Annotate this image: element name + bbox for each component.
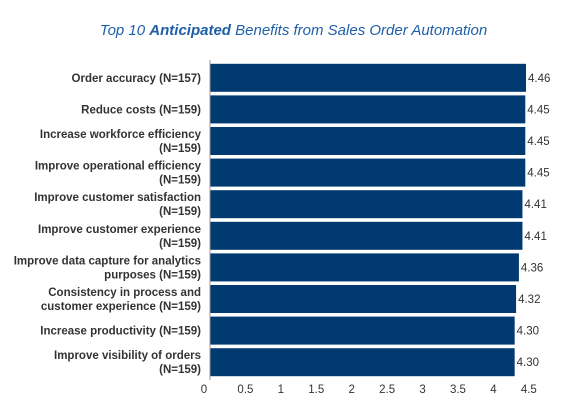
bar — [210, 63, 526, 92]
value-label: 4.30 — [517, 357, 539, 369]
value-label: 4.45 — [527, 136, 549, 148]
value-label: 4.32 — [518, 294, 540, 306]
x-tick-label: 4.5 — [521, 384, 537, 396]
category-label: Consistency in process and customer exper… — [41, 287, 201, 313]
bar — [210, 190, 523, 219]
x-tick-label: 1.5 — [308, 384, 324, 396]
bar — [210, 95, 526, 124]
value-label: 4.46 — [528, 73, 550, 85]
chart-title-emphasis: Anticipated — [149, 22, 231, 39]
x-tick-label: 3 — [419, 384, 425, 396]
category-label: Reduce costs (N=159) — [81, 104, 201, 116]
category-label: Improve operational efficiency (N=159) — [35, 161, 202, 187]
bar — [210, 221, 523, 250]
bar — [210, 127, 526, 155]
bar — [210, 253, 519, 282]
bar — [210, 158, 526, 187]
x-tick-label: 4 — [490, 384, 497, 396]
value-label: 4.41 — [524, 231, 546, 243]
bar — [210, 316, 515, 345]
x-tick-label: 0 — [201, 384, 207, 396]
x-tick-label: 2.5 — [379, 384, 395, 396]
bar — [210, 348, 515, 377]
category-label: Improve customer satisfaction (N=159) — [34, 192, 201, 218]
value-label: 4.36 — [521, 262, 543, 274]
bar — [210, 285, 517, 313]
chart-title: Top 10 Anticipated Benefits from Sales O… — [0, 22, 587, 39]
category-label: Improve customer experience (N=159) — [38, 224, 201, 250]
x-tick-label: 1 — [278, 384, 284, 396]
x-tick-label: 2 — [349, 384, 355, 396]
category-label: Improve data capture for analytics purpos… — [14, 255, 201, 281]
chart-title-suffix: Benefits from Sales Order Automation — [230, 22, 488, 39]
category-label: Increase workforce efficiency (N=159) — [40, 129, 202, 155]
value-label: 4.30 — [517, 326, 539, 338]
category-label: Increase productivity (N=159) — [40, 326, 201, 338]
x-tick-label: 3.5 — [450, 384, 466, 396]
chart-title-prefix: Top 10 — [99, 22, 150, 39]
category-label: Improve visibility of orders (N=159) — [54, 350, 201, 376]
value-label: 4.41 — [524, 199, 546, 211]
category-label: Order accuracy (N=157) — [72, 73, 202, 85]
x-tick-label: 0.5 — [237, 384, 253, 396]
value-label: 4.45 — [527, 168, 549, 180]
value-label: 4.45 — [527, 104, 549, 116]
